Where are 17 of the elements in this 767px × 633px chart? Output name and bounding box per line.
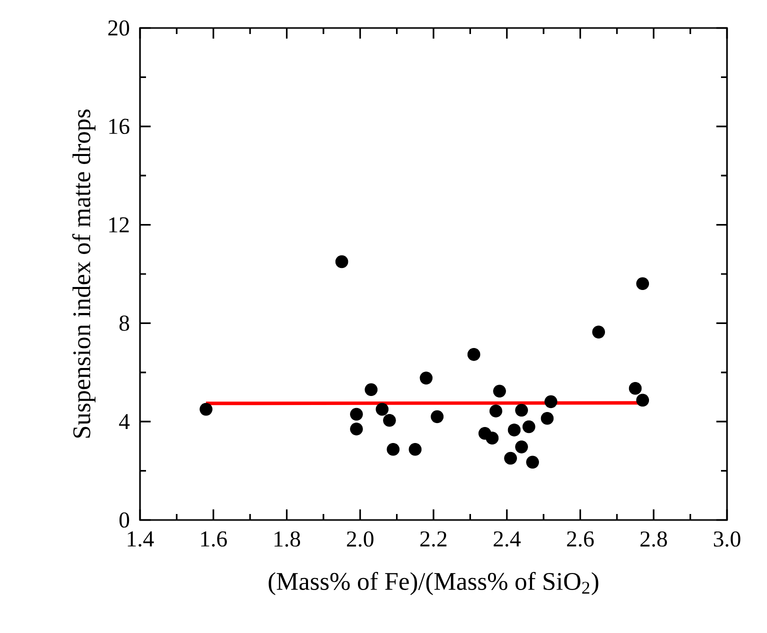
y-tick-label: 20 — [108, 20, 130, 36]
x-tick-label: 2.6 — [567, 531, 594, 547]
y-tick-label: 16 — [109, 118, 130, 134]
x-tick-label: 3.0 — [714, 531, 740, 547]
y-tick-label: 8 — [119, 316, 130, 331]
y-tick-label: 4 — [119, 414, 130, 430]
y-tick-label: 0 — [119, 512, 130, 528]
x-tick-label: 2.8 — [640, 531, 667, 547]
y-tick-label: 12 — [109, 217, 129, 232]
x-tick-label: 1.4 — [128, 531, 154, 547]
x-axis-title: (Mass% of Fe)/(Mass% of SiO$_{2}$) — [268, 572, 598, 596]
x-tick-label: 2.2 — [420, 531, 446, 547]
x-tick-label: 1.8 — [274, 531, 300, 547]
x-tick-label: 2.4 — [494, 531, 521, 547]
x-tick-label: 2.0 — [346, 531, 374, 547]
y-axis-title: Suspension index of matte drops — [72, 110, 96, 438]
x-tick-label: 1.6 — [201, 531, 227, 547]
